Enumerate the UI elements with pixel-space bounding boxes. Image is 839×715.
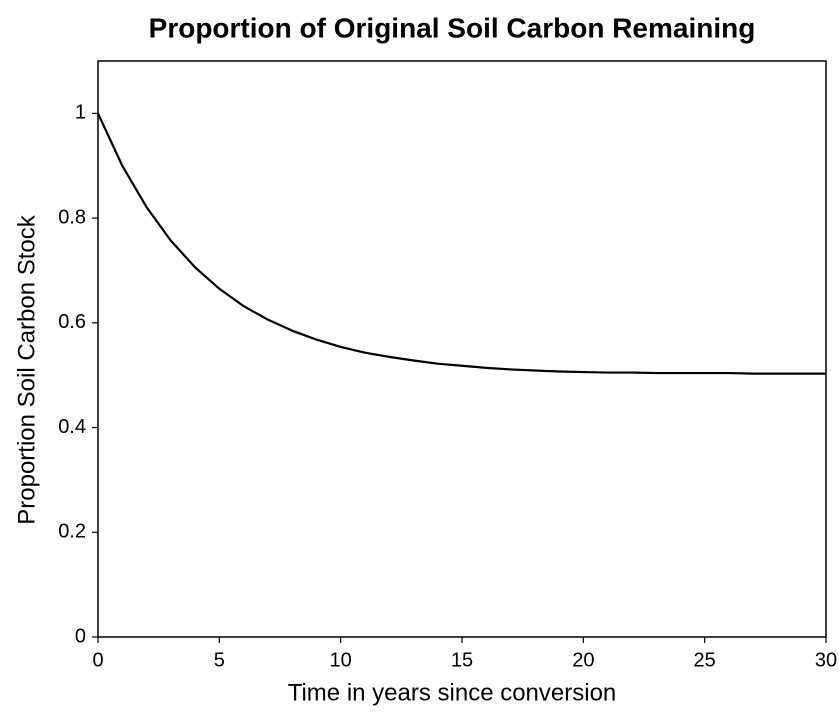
x-tick-label: 0 (92, 649, 103, 671)
y-tick-label: 0.4 (58, 416, 86, 438)
y-axis-label: Proportion Soil Carbon Stock (13, 214, 40, 524)
data-line (97, 112, 826, 375)
y-tick-label: 1 (75, 102, 86, 124)
y-tick-label: 0.2 (58, 521, 86, 543)
x-tick-label: 5 (214, 649, 225, 671)
x-tick-label: 30 (815, 649, 837, 671)
x-tick-label: 20 (572, 649, 594, 671)
x-tick-label: 10 (330, 649, 352, 671)
x-tick-label: 15 (451, 649, 473, 671)
y-tick-label: 0.8 (58, 206, 86, 228)
x-axis-label: Time in years since conversion (288, 679, 617, 706)
plot-frame (97, 60, 827, 638)
y-tick-label: 0.6 (58, 311, 86, 333)
chart-title: Proportion of Original Soil Carbon Remai… (149, 12, 756, 43)
x-tick-label: 25 (694, 649, 716, 671)
y-tick-label: 0 (75, 625, 86, 647)
